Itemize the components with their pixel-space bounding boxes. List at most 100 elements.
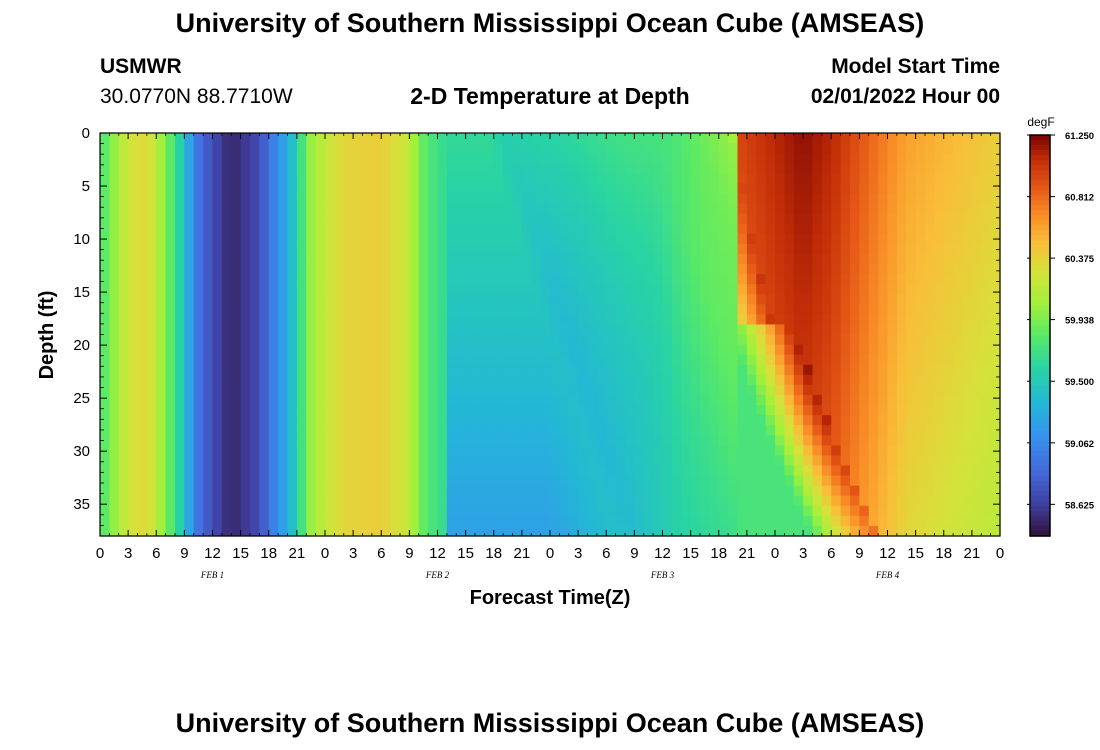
heatmap-cell — [456, 304, 467, 315]
heatmap-cell — [146, 465, 157, 477]
heatmap-cell — [240, 425, 251, 436]
heatmap-cell — [531, 304, 542, 315]
colorbar-segment — [1030, 405, 1050, 412]
heatmap-cell — [100, 253, 110, 265]
heatmap-cell — [240, 415, 251, 426]
heatmap-cell — [512, 505, 523, 517]
heatmap-cell — [362, 374, 373, 386]
heatmap-cell — [343, 485, 354, 497]
heatmap-cell — [887, 193, 898, 205]
heatmap-cell — [943, 415, 954, 426]
heatmap-cell — [943, 143, 954, 154]
heatmap-cell — [737, 274, 748, 285]
heatmap-cell — [671, 263, 682, 275]
heatmap-cell — [175, 223, 185, 235]
x-tick-label: 3 — [574, 545, 582, 562]
heatmap-cell — [503, 394, 514, 406]
heatmap-cell — [634, 354, 645, 366]
heatmap-cell — [943, 233, 954, 245]
heatmap-cell — [381, 233, 392, 245]
heatmap-cell — [981, 233, 992, 245]
heatmap-cell — [306, 243, 317, 255]
heatmap-cell — [371, 173, 382, 184]
heatmap-cell — [184, 153, 195, 164]
heatmap-cell — [287, 465, 298, 477]
heatmap-cell — [381, 133, 392, 144]
heatmap-cell — [662, 294, 673, 305]
heatmap-cell — [390, 284, 401, 295]
heatmap-cell — [306, 505, 317, 517]
heatmap-cell — [990, 193, 1001, 205]
heatmap-cell — [943, 133, 954, 144]
heatmap-cell — [259, 435, 270, 446]
heatmap-cell — [887, 163, 898, 174]
heatmap-cell — [915, 173, 926, 184]
heatmap-cell — [625, 253, 635, 265]
heatmap-cell — [568, 143, 579, 154]
heatmap-cell — [221, 324, 232, 336]
heatmap-cell — [531, 243, 542, 255]
heatmap-cell — [221, 163, 232, 174]
heatmap-cell — [690, 495, 701, 507]
heatmap-cell — [765, 525, 776, 537]
heatmap-cell — [521, 243, 532, 255]
heatmap-cell — [278, 455, 289, 467]
heatmap-cell — [521, 183, 532, 195]
heatmap-cell — [746, 183, 757, 195]
heatmap-cell — [371, 193, 382, 205]
heatmap-cell — [325, 354, 335, 366]
heatmap-cell — [662, 455, 673, 467]
heatmap-cell — [606, 263, 617, 275]
heatmap-cell — [587, 223, 598, 235]
heatmap-cell — [559, 495, 570, 507]
heatmap-cell — [128, 425, 139, 436]
heatmap-cell — [840, 324, 851, 336]
heatmap-cell — [165, 384, 176, 396]
heatmap-cell — [137, 314, 148, 326]
heatmap-cell — [475, 394, 485, 406]
heatmap-cell — [643, 263, 654, 275]
heatmap-cell — [296, 364, 307, 376]
heatmap-cell — [428, 324, 439, 336]
heatmap-cell — [681, 525, 692, 537]
heatmap-cell — [203, 465, 214, 477]
heatmap-cell — [184, 284, 195, 295]
heatmap-cell — [793, 344, 804, 356]
heatmap-cell — [146, 133, 157, 144]
heatmap-cell — [118, 153, 129, 164]
heatmap-cell — [868, 364, 879, 376]
heatmap-cell — [587, 405, 598, 416]
heatmap-cell — [831, 465, 842, 477]
heatmap-cell — [512, 193, 523, 205]
heatmap-cell — [653, 364, 664, 376]
heatmap-cell — [381, 364, 392, 376]
heatmap-cell — [259, 425, 270, 436]
heatmap-cell — [840, 374, 851, 386]
heatmap-cell — [146, 294, 157, 305]
heatmap-cell — [165, 243, 176, 255]
heatmap-cell — [906, 324, 917, 336]
heatmap-cell — [775, 455, 785, 467]
heatmap-cell — [943, 435, 954, 446]
heatmap-cell — [259, 344, 270, 356]
heatmap-cell — [193, 223, 204, 235]
heatmap-cell — [390, 394, 401, 406]
heatmap-cell — [240, 284, 251, 295]
heatmap-cell — [812, 143, 823, 154]
heatmap-cell — [250, 183, 260, 195]
heatmap-cell — [231, 465, 242, 477]
heatmap-cell — [606, 294, 617, 305]
heatmap-cell — [896, 495, 907, 507]
heatmap-cell — [475, 183, 485, 195]
heatmap-cell — [334, 284, 345, 295]
heatmap-cell — [371, 304, 382, 315]
heatmap-cell — [718, 354, 729, 366]
heatmap-cell — [146, 505, 157, 517]
heatmap-cell — [775, 223, 785, 235]
heatmap-cell — [362, 354, 373, 366]
heatmap-cell — [784, 384, 795, 396]
heatmap-cell — [971, 384, 982, 396]
heatmap-cell — [896, 173, 907, 184]
heatmap-cell — [859, 324, 870, 336]
heatmap-cell — [409, 334, 420, 346]
